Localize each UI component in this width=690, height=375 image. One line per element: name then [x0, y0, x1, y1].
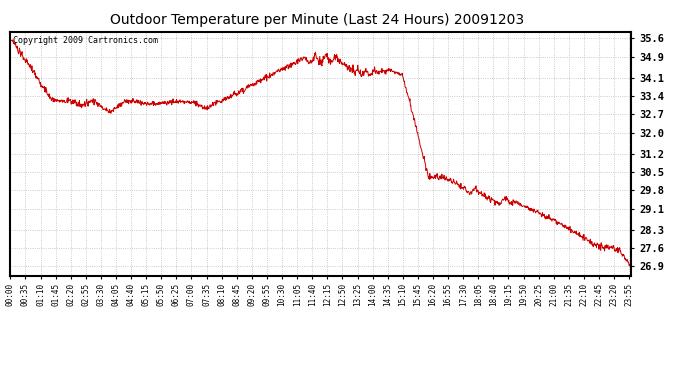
- Text: Outdoor Temperature per Minute (Last 24 Hours) 20091203: Outdoor Temperature per Minute (Last 24 …: [110, 13, 524, 27]
- Text: Copyright 2009 Cartronics.com: Copyright 2009 Cartronics.com: [14, 36, 159, 45]
